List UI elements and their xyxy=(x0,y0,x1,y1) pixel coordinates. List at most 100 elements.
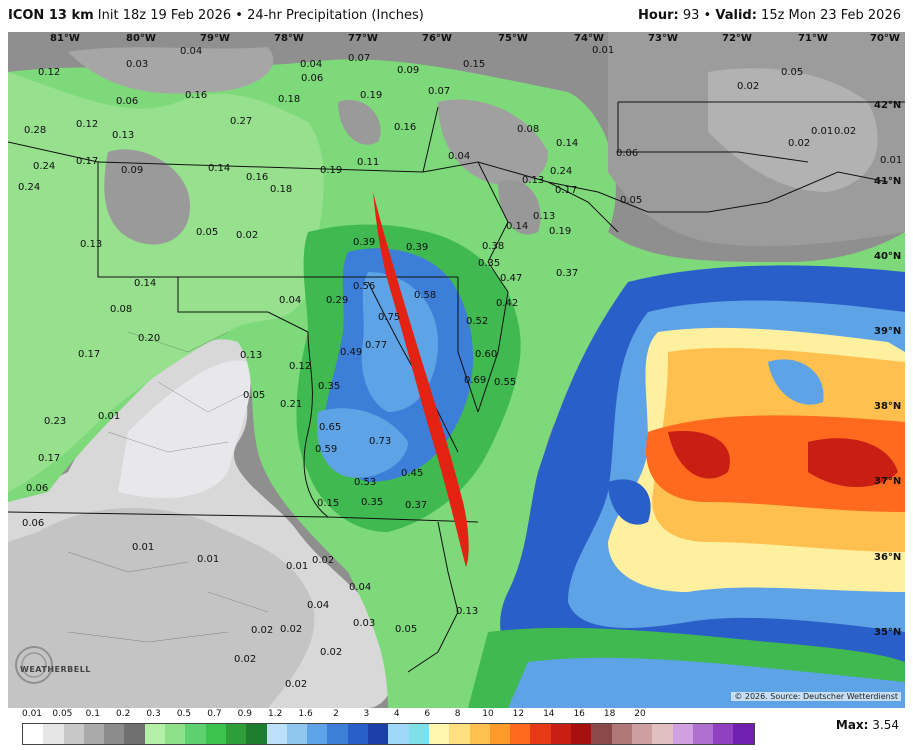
legend-swatch xyxy=(449,724,470,744)
forecast-hour: 93 xyxy=(682,8,700,23)
lat-label: 38°N xyxy=(874,401,901,412)
legend-color-bar xyxy=(22,723,755,745)
legend-swatch xyxy=(144,724,166,744)
valid-time-readout: Hour: 93 • Valid: 15z Mon 23 Feb 2026 xyxy=(638,8,901,23)
lat-label: 42°N xyxy=(874,100,901,111)
precip-value: 0.01 xyxy=(132,542,154,553)
precip-value: 0.02 xyxy=(251,625,273,636)
precip-value: 0.04 xyxy=(307,600,329,611)
legend-swatch xyxy=(83,724,105,744)
lon-label: 80°W xyxy=(126,33,156,44)
precip-value: 0.75 xyxy=(378,312,400,323)
precip-value: 0.02 xyxy=(834,126,856,137)
map-header: ICON 13 km Init 18z 19 Feb 2026 • 24-hr … xyxy=(0,0,913,32)
lat-label: 35°N xyxy=(874,627,901,638)
legend-swatch xyxy=(550,724,572,744)
precip-value: 0.05 xyxy=(395,624,417,635)
precip-value: 0.02 xyxy=(737,81,759,92)
precip-value: 0.17 xyxy=(555,185,577,196)
title-separator: • xyxy=(235,8,243,23)
precip-value: 0.05 xyxy=(781,67,803,78)
init-time: Init 18z 19 Feb 2026 xyxy=(97,8,232,23)
lat-label: 40°N xyxy=(874,251,901,262)
legend-swatch xyxy=(652,724,673,744)
precip-value: 0.05 xyxy=(620,195,642,206)
precip-value: 0.02 xyxy=(285,679,307,690)
precip-value: 0.13 xyxy=(80,239,102,250)
new-england-light xyxy=(708,68,878,192)
precip-value: 0.12 xyxy=(38,67,60,78)
legend-ticks: 0.01 0.05 0.1 0.2 0.3 0.5 0.7 0.9 1.2 1.6 2 3 4 6 8 10 1… xyxy=(8,709,658,723)
lat-label: 37°N xyxy=(874,476,901,487)
precip-value: 0.03 xyxy=(126,59,148,70)
valid-separator: • xyxy=(703,8,712,23)
precip-value: 0.07 xyxy=(428,86,450,97)
precip-value: 0.13 xyxy=(456,606,478,617)
precip-value: 0.17 xyxy=(76,156,98,167)
precip-value: 0.39 xyxy=(353,237,375,248)
annotation-red-line xyxy=(373,192,469,567)
lon-label: 72°W xyxy=(722,33,752,44)
legend-tick-label: 0.3 xyxy=(146,709,161,719)
precipitation-map[interactable]: 81°W 80°W 79°W 78°W 77°W 76°W 75°W 74°W … xyxy=(8,32,905,708)
precip-value: 0.16 xyxy=(185,90,207,101)
precip-value: 0.77 xyxy=(365,340,387,351)
legend-swatch xyxy=(510,724,531,744)
precip-value: 0.24 xyxy=(33,161,55,172)
precip-value: 0.02 xyxy=(236,230,258,241)
precip-value: 0.14 xyxy=(208,163,230,174)
legend-swatch xyxy=(388,724,409,744)
legend-tick-label: 10 xyxy=(482,709,494,719)
precip-value: 0.37 xyxy=(556,268,578,279)
precip-value: 0.09 xyxy=(121,165,143,176)
legend-swatch xyxy=(428,724,450,744)
lon-label: 75°W xyxy=(498,33,528,44)
weatherbell-logo xyxy=(14,640,84,690)
legend-tick-label: 20 xyxy=(634,709,646,719)
offshore-precip-core-2 xyxy=(808,438,898,487)
legend-tick-label: 0.2 xyxy=(116,709,131,719)
longitude-labels: 81°W 80°W 79°W 78°W 77°W 76°W 75°W 74°W … xyxy=(50,33,900,44)
precip-value: 0.24 xyxy=(550,166,572,177)
precip-value: 0.07 xyxy=(348,53,370,64)
precip-value: 0.04 xyxy=(349,582,371,593)
legend-swatch xyxy=(692,724,714,744)
legend-swatch xyxy=(489,724,511,744)
product-name: 24-hr Precipitation (Inches) xyxy=(247,8,424,23)
legend-tick-label: 0.7 xyxy=(207,709,222,719)
precip-value: 0.24 xyxy=(18,182,40,193)
legend-swatch xyxy=(165,724,186,744)
legend-tick-label: 2 xyxy=(333,709,339,719)
precip-value: 0.20 xyxy=(138,333,160,344)
precip-value: 0.18 xyxy=(270,184,292,195)
legend-swatch xyxy=(571,724,592,744)
precip-value: 0.14 xyxy=(506,221,528,232)
legend-swatch xyxy=(246,724,267,744)
legend-swatch xyxy=(43,724,64,744)
precip-value: 0.16 xyxy=(394,122,416,133)
legend-swatch xyxy=(469,724,490,744)
precip-value: 0.35 xyxy=(478,258,500,269)
precip-value: 0.17 xyxy=(78,349,100,360)
legend-swatch xyxy=(225,724,247,744)
legend-swatch xyxy=(124,724,145,744)
grey-patch-3 xyxy=(68,47,274,94)
precip-value: 0.05 xyxy=(243,390,265,401)
map-title: ICON 13 km Init 18z 19 Feb 2026 • 24-hr … xyxy=(8,8,424,23)
legend-swatch xyxy=(307,724,328,744)
precip-value: 0.11 xyxy=(357,157,379,168)
grey-patch-2 xyxy=(338,100,381,145)
precip-value: 0.55 xyxy=(494,377,516,388)
precip-value: 0.35 xyxy=(361,497,383,508)
precip-value: 0.52 xyxy=(466,316,488,327)
model-name: ICON 13 km xyxy=(8,8,94,23)
precip-value: 0.06 xyxy=(116,96,138,107)
precip-value: 0.27 xyxy=(230,116,252,127)
precip-value: 0.01 xyxy=(880,155,902,166)
max-label: Max: xyxy=(835,718,869,732)
precip-value: 0.01 xyxy=(197,554,219,565)
color-legend: 0.01 0.05 0.1 0.2 0.3 0.5 0.7 0.9 1.2 1.6 2 3 4 6 8 10 1… xyxy=(8,709,755,747)
legend-tick-label: 0.01 xyxy=(21,709,43,719)
precip-value: 0.06 xyxy=(26,483,48,494)
legend-tick-label: 8 xyxy=(454,709,461,719)
